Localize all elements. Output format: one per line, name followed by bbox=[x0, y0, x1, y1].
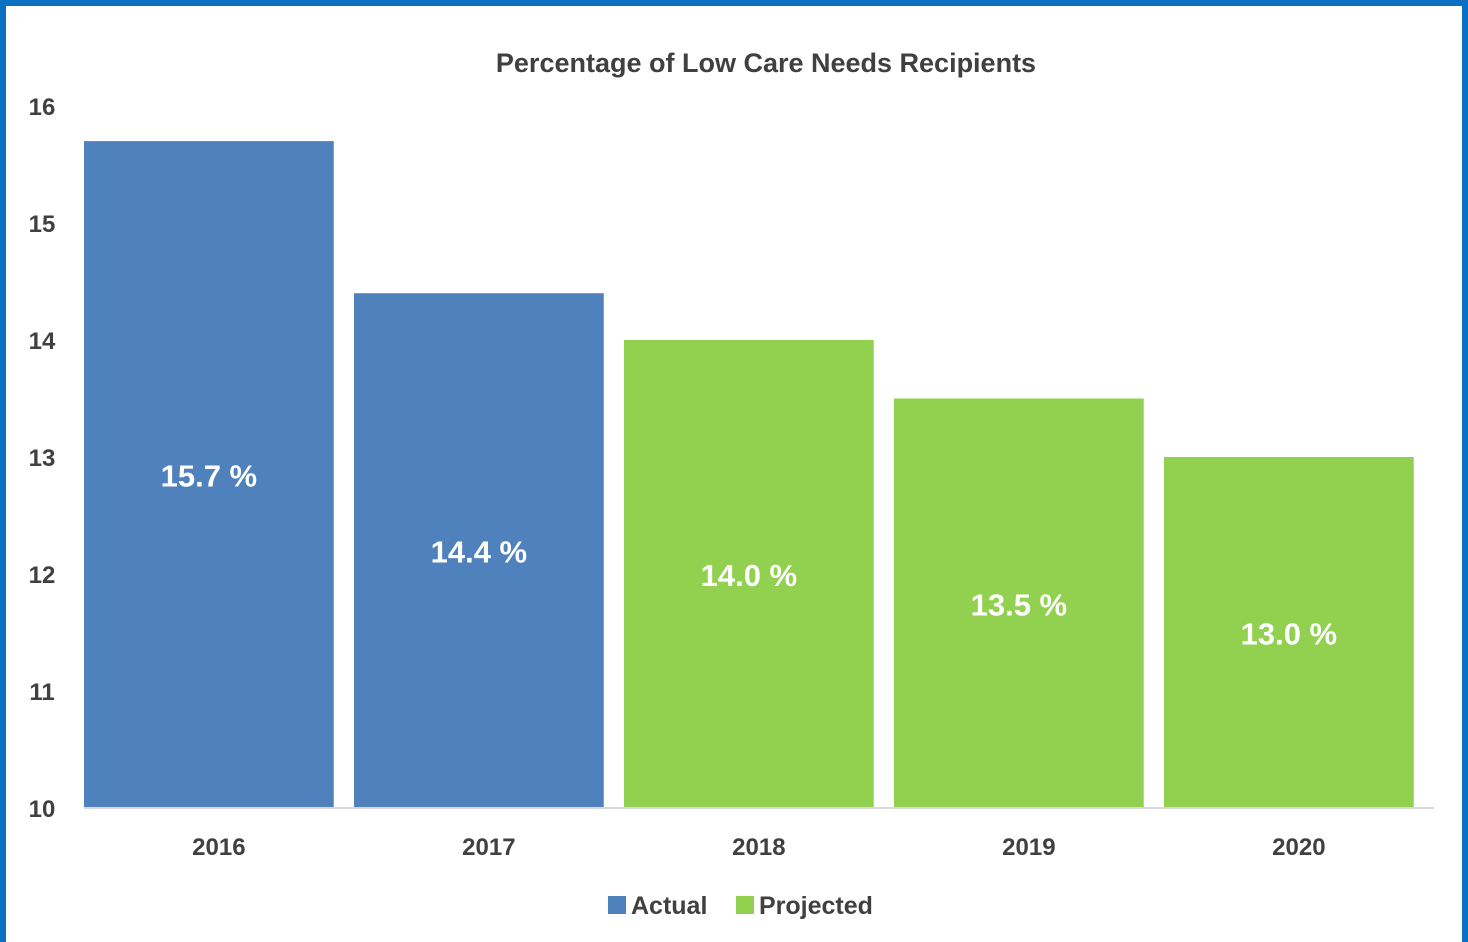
legend: Actual Projected bbox=[608, 892, 873, 920]
data-label: 15.7 % bbox=[161, 459, 258, 494]
x-tick-label: 2020 bbox=[1272, 834, 1325, 861]
y-tick-label: 11 bbox=[29, 679, 54, 706]
data-labels: 15.7 % 14.4 % 14.0 % 13.5 % 13.0 % bbox=[161, 459, 1338, 652]
data-label: 14.0 % bbox=[701, 558, 798, 593]
bar-2018 bbox=[624, 340, 874, 808]
data-label: 14.4 % bbox=[431, 535, 528, 570]
legend-swatch-projected bbox=[736, 896, 754, 914]
x-tick-label: 2018 bbox=[732, 834, 785, 861]
x-axis-ticks: 2016 2017 2018 2019 2020 bbox=[192, 834, 1325, 861]
bar-2016 bbox=[84, 141, 334, 809]
legend-swatch-actual bbox=[608, 896, 626, 914]
y-tick-label: 16 bbox=[29, 94, 56, 121]
y-tick-label: 10 bbox=[29, 796, 56, 823]
y-tick-label: 12 bbox=[29, 562, 56, 589]
x-tick-label: 2019 bbox=[1002, 834, 1055, 861]
bars bbox=[84, 141, 1414, 809]
bar-2017 bbox=[354, 293, 604, 808]
y-axis-ticks: 10 11 12 13 14 15 16 bbox=[29, 94, 56, 823]
y-tick-label: 14 bbox=[29, 328, 56, 355]
data-label: 13.5 % bbox=[971, 587, 1068, 622]
bar-2020 bbox=[1164, 457, 1414, 808]
data-label: 13.0 % bbox=[1241, 617, 1338, 652]
legend-label-projected: Projected bbox=[759, 892, 873, 920]
x-tick-label: 2017 bbox=[462, 834, 515, 861]
x-tick-label: 2016 bbox=[192, 834, 245, 861]
y-tick-label: 15 bbox=[29, 211, 56, 238]
legend-label-actual: Actual bbox=[631, 892, 707, 920]
chart-title: Percentage of Low Care Needs Recipients bbox=[496, 48, 1036, 78]
bar-2019 bbox=[894, 398, 1144, 808]
y-tick-label: 13 bbox=[29, 445, 56, 472]
